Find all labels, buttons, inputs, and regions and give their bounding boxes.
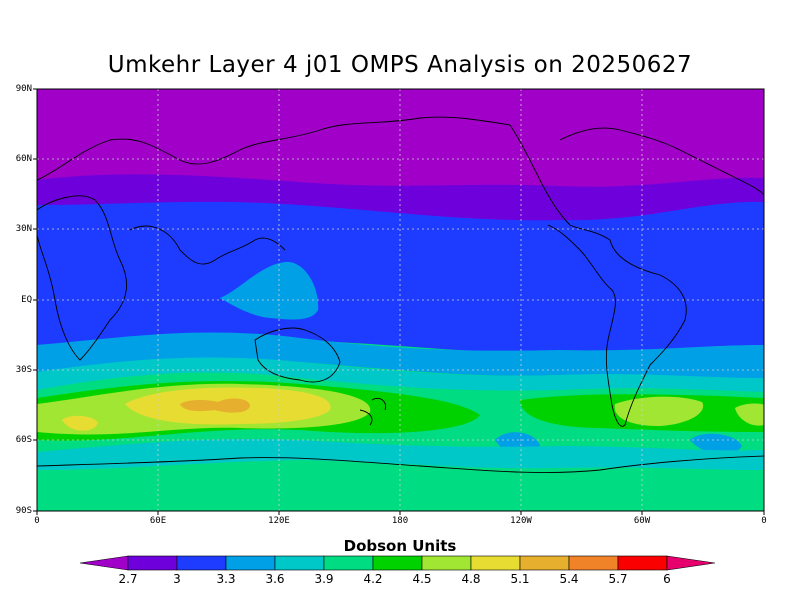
legend-swatch — [274, 555, 325, 571]
legend-swatch-high — [666, 555, 716, 571]
lon-label-0: 0 — [34, 516, 40, 526]
lat-label-30s: 30S — [15, 365, 32, 375]
lat-label-90n: 90N — [15, 84, 32, 94]
legend-swatch — [323, 555, 374, 571]
lon-label-120w: 120W — [510, 516, 532, 526]
legend-level-label: 3 — [173, 572, 181, 586]
legend-level-label: 3.3 — [216, 572, 236, 586]
legend-level-label: 4.5 — [412, 572, 432, 586]
legend-swatch — [617, 555, 668, 571]
lon-label-120e: 120E — [268, 516, 290, 526]
legend-swatch-low — [79, 555, 129, 571]
legend-swatch — [421, 555, 472, 571]
legend-level-label: 3.9 — [314, 572, 334, 586]
lon-label-60w: 60W — [633, 516, 651, 526]
legend-level-label: 5.1 — [510, 572, 530, 586]
legend-level-label: 4.8 — [461, 572, 481, 586]
legend-level-label: 3.6 — [265, 572, 285, 586]
lat-label-60n: 60N — [15, 154, 32, 164]
color-bar — [79, 555, 716, 571]
lat-label-90s: 90S — [15, 506, 32, 516]
lon-label-180: 180 — [391, 516, 409, 526]
map-title: Umkehr Layer 4 j01 OMPS Analysis on 2025… — [107, 52, 693, 78]
legend-swatch — [127, 555, 178, 571]
legend-swatch — [519, 555, 570, 571]
legend-level-label: 5.4 — [559, 572, 579, 586]
legend-swatch — [372, 555, 423, 571]
legend-swatch — [225, 555, 276, 571]
contour-fill — [37, 89, 764, 511]
lon-label-60e: 60E — [149, 516, 167, 526]
legend-swatch — [470, 555, 521, 571]
legend-level-label: 6 — [663, 572, 671, 586]
lat-label-60s: 60S — [15, 435, 32, 445]
legend-level-label: 2.7 — [118, 572, 138, 586]
legend-title: Dobson Units — [343, 537, 457, 555]
lon-label-0-east: 0 — [761, 516, 767, 526]
legend-swatch — [568, 555, 619, 571]
lat-label-eq: EQ — [21, 295, 32, 305]
legend-swatch — [176, 555, 227, 571]
axis-ticks — [33, 88, 765, 515]
graticule — [37, 89, 764, 511]
legend-level-label: 4.2 — [363, 572, 383, 586]
legend-level-label: 5.7 — [608, 572, 628, 586]
lat-label-30n: 30N — [15, 224, 32, 234]
